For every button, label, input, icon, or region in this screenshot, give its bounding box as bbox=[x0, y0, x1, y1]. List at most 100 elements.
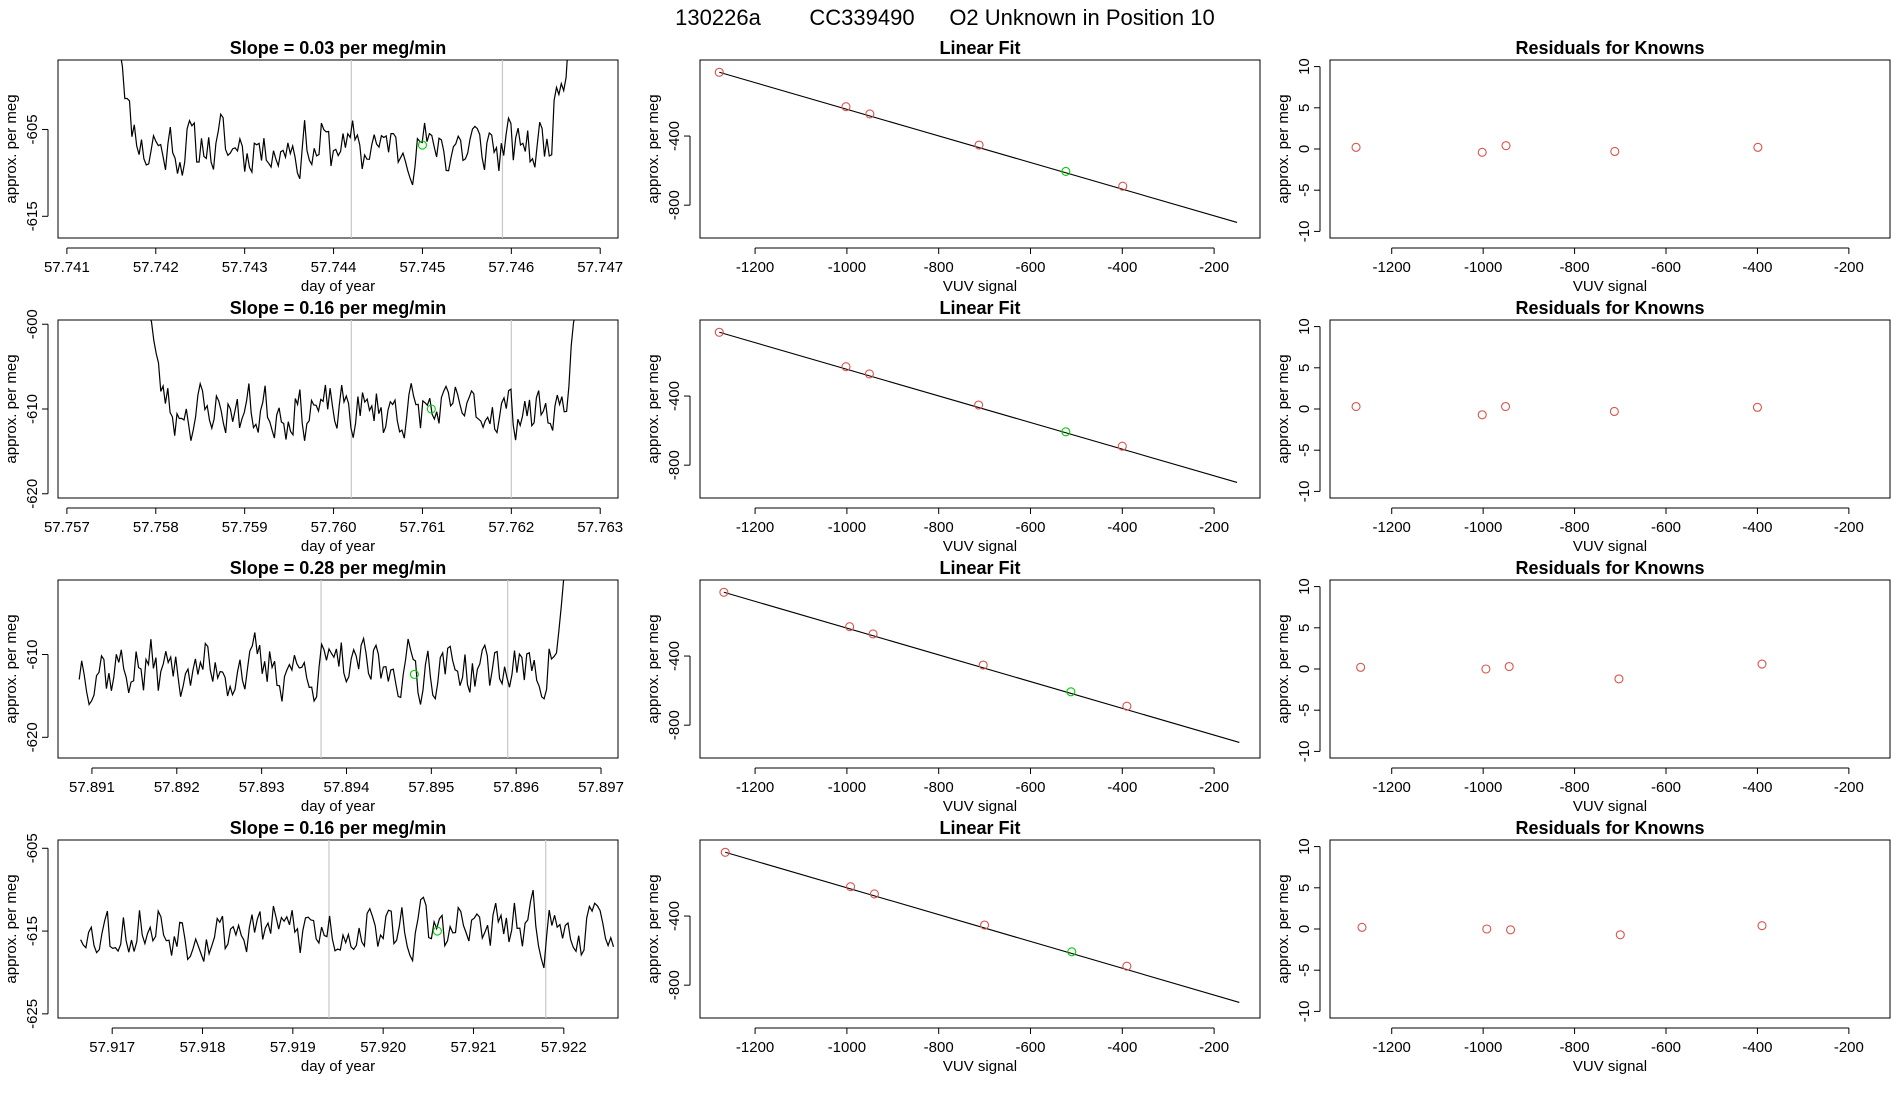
x-axis-label: VUV signal bbox=[943, 1058, 1017, 1075]
known-point bbox=[1117, 441, 1127, 451]
known-point bbox=[841, 102, 851, 112]
known-point bbox=[1501, 141, 1511, 151]
x-tick-label: -800 bbox=[924, 519, 954, 536]
x-tick-label: 57.761 bbox=[399, 519, 445, 536]
known-point bbox=[1752, 402, 1762, 412]
x-tick-label: 57.746 bbox=[488, 259, 534, 276]
y-tick-label: -600 bbox=[24, 309, 41, 339]
x-axis-label: day of year bbox=[301, 798, 375, 815]
x-tick-label: -600 bbox=[1015, 519, 1045, 536]
x-tick-label: -400 bbox=[1742, 1039, 1772, 1056]
plot-area bbox=[1357, 921, 1767, 940]
panel-3: Slope = 0.28 per meg/min 57.891 57.892 57.8… bbox=[3, 558, 624, 815]
y-tick-label: -610 bbox=[24, 639, 41, 669]
x-tick-label: -600 bbox=[1651, 1039, 1681, 1056]
y-tick-label: 10 bbox=[1296, 58, 1313, 75]
x-tick-label: -400 bbox=[1107, 259, 1137, 276]
known-point bbox=[1357, 922, 1367, 932]
fit-line bbox=[723, 591, 1240, 743]
plot-area bbox=[1351, 141, 1763, 157]
y-tick-label: -615 bbox=[24, 201, 41, 231]
x-tick-label: -200 bbox=[1834, 1039, 1864, 1056]
x-tick-label: -200 bbox=[1199, 779, 1229, 796]
y-tick-label: -615 bbox=[24, 916, 41, 946]
y-tick-label: 10 bbox=[1296, 578, 1313, 595]
plot-area bbox=[1356, 659, 1767, 684]
panel-8: Linear Fit -1200 -1000 -800 -600 -400 -200 VUV … bbox=[645, 818, 1261, 1075]
y-tick-label: 10 bbox=[1296, 318, 1313, 335]
known-point bbox=[1351, 142, 1361, 152]
y-tick-label: -10 bbox=[1296, 741, 1313, 763]
known-point bbox=[845, 622, 855, 632]
panel-1: Slope = 0.03 per meg/min 57.741 57.742 57.7… bbox=[3, 38, 623, 295]
y-axis-label: approx. per meg bbox=[645, 94, 662, 203]
panel-title: Linear Fit bbox=[939, 298, 1020, 318]
known-point bbox=[978, 660, 988, 670]
x-tick-label: 57.745 bbox=[399, 259, 445, 276]
known-point bbox=[1757, 659, 1767, 669]
y-axis-label: approx. per meg bbox=[1275, 94, 1292, 203]
x-axis-label: VUV signal bbox=[1573, 538, 1647, 555]
y-tick-label: -400 bbox=[666, 901, 683, 931]
plot-frame bbox=[1329, 59, 1891, 239]
x-tick-label: -200 bbox=[1834, 519, 1864, 536]
x-tick-label: -800 bbox=[924, 779, 954, 796]
unknown-point bbox=[417, 140, 427, 150]
x-axis-label: VUV signal bbox=[1573, 1058, 1647, 1075]
x-tick-label: -1200 bbox=[1373, 519, 1411, 536]
y-tick-label: -620 bbox=[24, 479, 41, 509]
known-point bbox=[1356, 662, 1366, 672]
x-axis-label: VUV signal bbox=[1573, 278, 1647, 295]
plot-frame bbox=[699, 839, 1261, 1019]
x-tick-label: -600 bbox=[1015, 259, 1045, 276]
x-tick-label: 57.891 bbox=[69, 779, 115, 796]
panel-title: Linear Fit bbox=[939, 818, 1020, 838]
y-tick-label: -620 bbox=[24, 722, 41, 752]
plot-area bbox=[714, 327, 1238, 483]
unknown-point bbox=[1061, 166, 1071, 177]
known-point bbox=[719, 587, 729, 597]
x-tick-label: -200 bbox=[1199, 1039, 1229, 1056]
known-point bbox=[720, 847, 730, 857]
y-tick-label: -605 bbox=[24, 833, 41, 863]
x-tick-label: -200 bbox=[1199, 259, 1229, 276]
x-axis-label: VUV signal bbox=[943, 538, 1017, 555]
x-tick-label: -1000 bbox=[1464, 1039, 1502, 1056]
known-point bbox=[974, 140, 984, 150]
plot-frame bbox=[57, 59, 619, 239]
x-tick-label: -600 bbox=[1015, 779, 1045, 796]
x-tick-label: -600 bbox=[1651, 259, 1681, 276]
x-axis-label: VUV signal bbox=[943, 278, 1017, 295]
x-tick-label: 57.759 bbox=[222, 519, 268, 536]
y-tick-label: -800 bbox=[666, 190, 683, 220]
x-axis-label: day of year bbox=[301, 538, 375, 555]
x-tick-label: 57.920 bbox=[360, 1039, 406, 1056]
known-point bbox=[1481, 664, 1491, 674]
y-axis-label: approx. per meg bbox=[645, 874, 662, 983]
known-point bbox=[1614, 674, 1624, 684]
known-point bbox=[1615, 930, 1625, 940]
x-tick-label: 57.742 bbox=[133, 259, 179, 276]
plot-area bbox=[714, 67, 1238, 223]
y-tick-label: 10 bbox=[1296, 838, 1313, 855]
x-tick-label: 57.919 bbox=[270, 1039, 316, 1056]
plot-area bbox=[120, 60, 568, 238]
panel-11: Residuals for Knowns -1200 -1000 -800 -600 -4… bbox=[1275, 558, 1891, 815]
title-description: O2 Unknown in Position 10 bbox=[949, 5, 1214, 30]
y-tick-label: -5 bbox=[1296, 704, 1313, 717]
x-tick-label: 57.894 bbox=[324, 779, 370, 796]
known-point bbox=[1757, 921, 1767, 931]
known-point bbox=[1482, 924, 1492, 934]
x-tick-label: -800 bbox=[924, 1039, 954, 1056]
x-tick-label: -1200 bbox=[736, 519, 774, 536]
x-tick-label: 57.760 bbox=[311, 519, 357, 536]
x-tick-label: -800 bbox=[1560, 779, 1590, 796]
time-series-line bbox=[120, 60, 568, 186]
y-tick-label: -605 bbox=[24, 114, 41, 144]
y-tick-label: -400 bbox=[666, 121, 683, 151]
panel-4: Slope = 0.16 per meg/min 57.917 57.918 57.9… bbox=[3, 818, 619, 1075]
known-point bbox=[1351, 401, 1361, 412]
known-point bbox=[974, 400, 984, 410]
x-tick-label: -1000 bbox=[1464, 259, 1502, 276]
